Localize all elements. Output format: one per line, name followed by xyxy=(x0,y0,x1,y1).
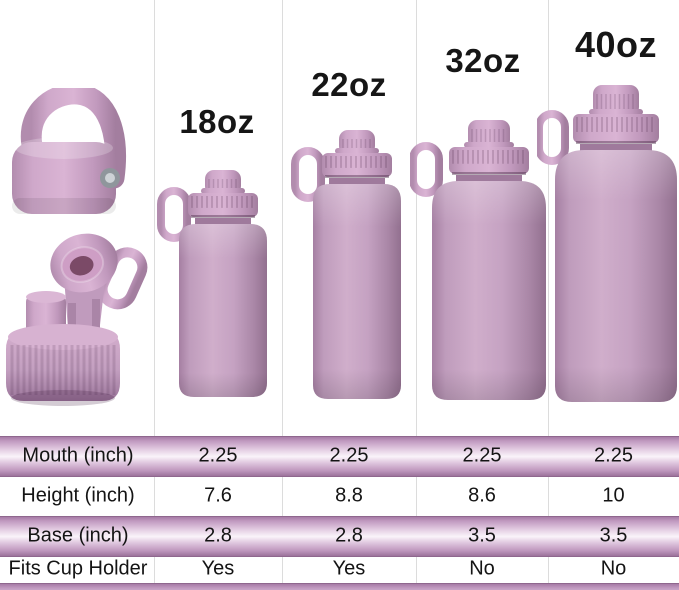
size-label-18oz: 18oz xyxy=(179,103,255,140)
spec-row-label: Mouth (inch) xyxy=(22,444,134,467)
bottle-photo-40oz xyxy=(535,85,679,408)
spec-value: 2.25 xyxy=(329,444,369,467)
bottle-photo-18oz xyxy=(157,170,269,403)
spec-value: 3.5 xyxy=(599,524,628,547)
spec-value: 7.6 xyxy=(204,484,232,507)
column-divider-line xyxy=(416,0,417,590)
spec-value: Yes xyxy=(201,557,235,580)
spec-value: No xyxy=(469,557,495,580)
table-stripe-row-clipped xyxy=(0,583,679,590)
column-divider-line xyxy=(154,0,155,590)
spec-value: Yes xyxy=(332,557,366,580)
spout-opening xyxy=(50,233,118,293)
size-label-22oz: 22oz xyxy=(311,66,387,103)
spec-value: 10 xyxy=(602,484,625,507)
column-divider-line xyxy=(282,0,283,590)
size-label-40oz: 40oz xyxy=(574,24,658,65)
spout-threaded-base xyxy=(6,331,120,401)
spout-lid-photo xyxy=(4,233,152,414)
bottle-photo-22oz xyxy=(291,130,403,405)
spec-value: 2.25 xyxy=(594,444,633,467)
size-label-32oz: 32oz xyxy=(445,42,521,79)
lid-handle-strap xyxy=(20,83,126,189)
spec-row-label: Base (inch) xyxy=(27,524,129,547)
spec-value: 2.8 xyxy=(204,524,232,547)
spec-value: 2.25 xyxy=(462,444,502,467)
spec-row-label: Height (inch) xyxy=(21,484,135,507)
table-stripe-row xyxy=(0,436,679,477)
spec-value: 8.8 xyxy=(335,484,363,507)
spec-row-label: Fits Cup Holder xyxy=(8,557,148,580)
flex-handle-lid-photo xyxy=(10,83,152,263)
spec-value: 2.25 xyxy=(198,444,238,467)
spec-value: No xyxy=(600,557,627,580)
table-stripe-row xyxy=(0,516,679,557)
spec-value: 3.5 xyxy=(468,524,496,547)
spec-value: 8.6 xyxy=(468,484,496,507)
bottle-photo-32oz xyxy=(409,120,550,406)
spec-value: 2.8 xyxy=(335,524,363,547)
column-divider-line xyxy=(548,0,549,590)
lid-dome xyxy=(12,142,116,214)
